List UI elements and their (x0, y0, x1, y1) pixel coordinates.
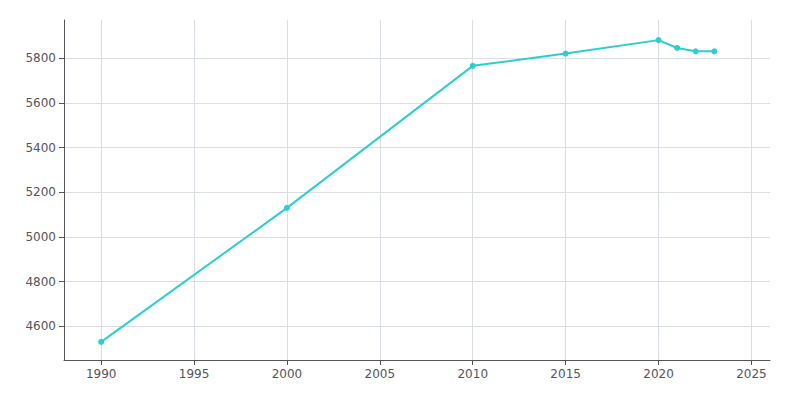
svg-text:4800: 4800 (25, 275, 56, 289)
svg-text:5200: 5200 (25, 185, 56, 199)
svg-text:2000: 2000 (272, 367, 303, 381)
svg-text:5800: 5800 (25, 51, 56, 65)
svg-text:2005: 2005 (365, 367, 396, 381)
svg-text:4600: 4600 (25, 319, 56, 333)
svg-text:1990: 1990 (86, 367, 117, 381)
svg-text:2025: 2025 (736, 367, 767, 381)
svg-text:1995: 1995 (179, 367, 210, 381)
svg-text:5400: 5400 (25, 141, 56, 155)
svg-text:2015: 2015 (550, 367, 581, 381)
svg-text:5600: 5600 (25, 96, 56, 110)
svg-text:2010: 2010 (457, 367, 488, 381)
svg-text:5000: 5000 (25, 230, 56, 244)
svg-text:2020: 2020 (643, 367, 674, 381)
